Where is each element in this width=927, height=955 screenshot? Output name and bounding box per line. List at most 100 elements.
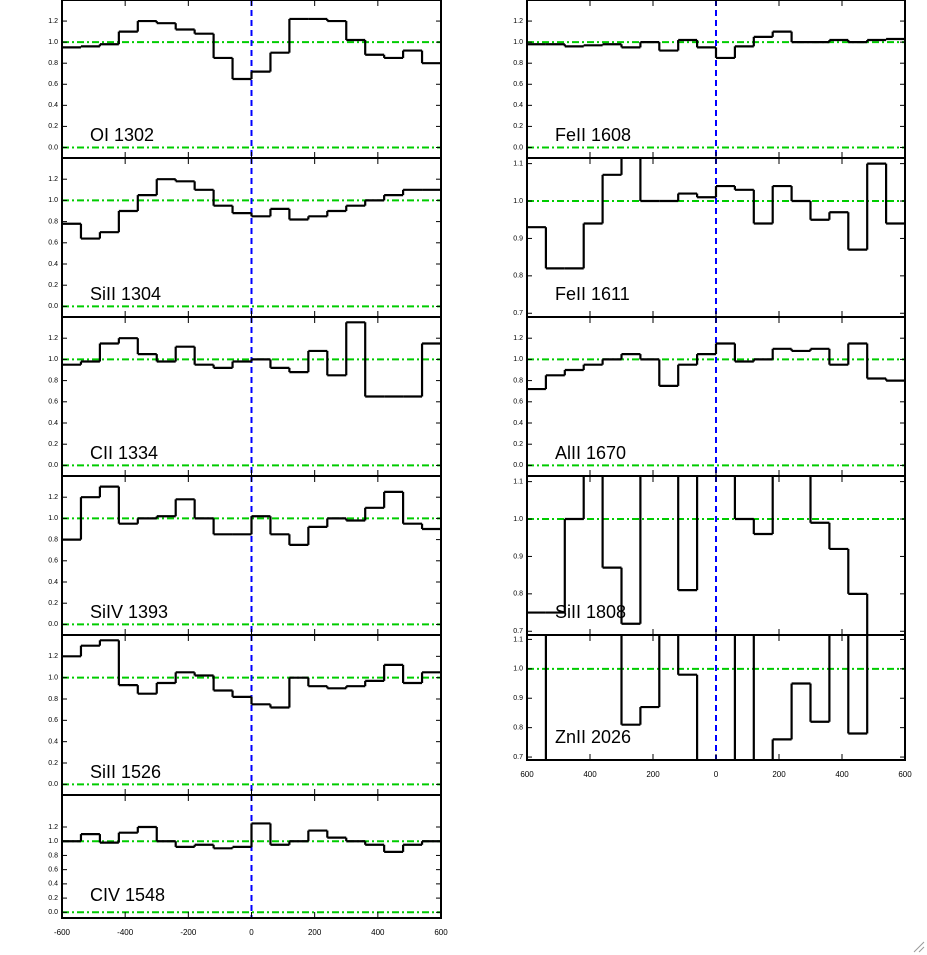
y-tick-label: 0.8	[513, 60, 523, 67]
panel: 0.0 0.2 0.4 0.6 0.8 1.0 1.2 OI 1302	[48, 0, 442, 159]
panel-label: SiIV 1393	[90, 602, 168, 622]
y-tick-label: 0.0	[48, 144, 58, 151]
panel-label: OI 1302	[90, 125, 154, 145]
y-tick-label: 0.6	[48, 81, 58, 88]
y-tick-label: 1.0	[48, 356, 58, 363]
panel-label: CIV 1548	[90, 885, 165, 905]
y-tick-label: 0.8	[48, 536, 58, 543]
y-tick-label: 0.8	[48, 377, 58, 384]
y-tick-label: 0.4	[48, 420, 58, 427]
y-tick-label: 0.6	[513, 399, 523, 406]
x-tick-label: 600	[520, 770, 534, 779]
y-tick-label: 1.0	[513, 356, 523, 363]
x-tick-label: 200	[308, 928, 322, 937]
x-tick-label: 400	[371, 928, 385, 937]
y-tick-label: 1.0	[48, 515, 58, 522]
resize-grip	[913, 941, 925, 953]
y-tick-label: 0.8	[48, 852, 58, 859]
y-tick-label: 1.0	[48, 197, 58, 204]
y-tick-label: 1.2	[48, 494, 58, 501]
y-tick-label: 0.6	[48, 399, 58, 406]
y-tick-label: 1.0	[513, 198, 523, 205]
plot-area	[62, 476, 441, 635]
y-tick-label: 0.4	[48, 739, 58, 746]
plot-area	[527, 0, 905, 158]
y-tick-label: 0.6	[48, 240, 58, 247]
panel-label: SiII 1808	[555, 602, 626, 622]
y-tick-label: 1.2	[513, 18, 523, 25]
y-tick-label: 0.9	[513, 695, 523, 702]
y-tick-label: 0.4	[513, 420, 523, 427]
panel-label: SiII 1526	[90, 762, 161, 782]
y-tick-label: 0.9	[513, 235, 523, 242]
x-tick-label: 0	[714, 770, 719, 779]
y-tick-label: 0.2	[48, 123, 58, 130]
y-tick-label: 1.0	[513, 39, 523, 46]
x-tick-label: 200	[646, 770, 660, 779]
y-tick-label: 0.0	[48, 909, 58, 916]
y-tick-label: 1.1	[513, 478, 523, 485]
y-tick-label: 0.7	[513, 310, 523, 317]
y-tick-label: 0.2	[513, 123, 523, 130]
x-tick-label: 600	[898, 770, 912, 779]
plot-area	[62, 0, 441, 158]
y-tick-label: 0.4	[48, 102, 58, 109]
y-tick-label: 0.7	[513, 754, 523, 761]
y-tick-label: 1.2	[48, 653, 58, 660]
panel: 0.0 0.2 0.4 0.6 0.8 1.0 1.2 SiII 1526	[48, 634, 442, 796]
y-tick-label: 1.2	[48, 335, 58, 342]
x-tick-label: 0	[249, 928, 254, 937]
panel: 0.7 0.8 0.9 1.0 1.1 FeII 1611	[513, 157, 906, 318]
y-tick-label: 0.0	[48, 303, 58, 310]
y-tick-label: 1.2	[513, 335, 523, 342]
plot-area	[527, 158, 905, 317]
panel: 0.0 0.2 0.4 0.6 0.8 1.0 1.2 FeII 1608	[513, 0, 906, 159]
y-tick-label: 0.2	[48, 441, 58, 448]
panel-label: SiII 1304	[90, 284, 161, 304]
panel-label: ZnII 2026	[555, 727, 631, 747]
x-tick-label: 400	[583, 770, 597, 779]
y-tick-label: 0.6	[48, 558, 58, 565]
y-tick-label: 0.4	[513, 102, 523, 109]
y-tick-label: 1.2	[48, 824, 58, 831]
y-tick-label: 0.2	[48, 282, 58, 289]
y-tick-label: 1.0	[513, 516, 523, 523]
y-tick-label: 0.8	[513, 724, 523, 731]
x-tick-label: -200	[180, 928, 197, 937]
y-tick-label: 0.8	[513, 273, 523, 280]
y-tick-label: 0.0	[513, 462, 523, 469]
y-tick-label: 0.8	[48, 60, 58, 67]
y-tick-label: 0.2	[48, 600, 58, 607]
y-tick-label: 0.6	[48, 717, 58, 724]
y-tick-label: 0.6	[48, 866, 58, 873]
y-tick-label: 0.8	[513, 377, 523, 384]
y-tick-label: 0.4	[48, 881, 58, 888]
panel: 0.7 0.8 0.9 1.0 1.1 600 400 200 0 200 400 600 ZnII 2…	[513, 634, 912, 779]
y-tick-label: 0.4	[48, 579, 58, 586]
x-tick-label: -400	[117, 928, 134, 937]
y-tick-label: 0.0	[48, 781, 58, 788]
y-tick-label: 1.0	[48, 838, 58, 845]
plot-area	[527, 317, 905, 476]
y-tick-label: 0.8	[48, 218, 58, 225]
y-tick-label: 1.1	[513, 160, 523, 167]
y-tick-label: 0.0	[513, 144, 523, 151]
y-tick-label: 1.0	[48, 39, 58, 46]
x-tick-label: 600	[434, 928, 448, 937]
plot-area	[62, 635, 441, 795]
panel-label: CII 1334	[90, 443, 158, 463]
y-tick-label: 0.2	[48, 760, 58, 767]
y-tick-label: 0.6	[513, 81, 523, 88]
y-tick-label: 1.1	[513, 636, 523, 643]
x-tick-label: 400	[835, 770, 849, 779]
y-tick-label: 0.2	[513, 441, 523, 448]
panel: 0.0 0.2 0.4 0.6 0.8 1.0 1.2 SiIV 1393	[48, 475, 442, 636]
y-tick-label: 0.8	[48, 696, 58, 703]
x-tick-label: 200	[772, 770, 786, 779]
panel-label: FeII 1611	[555, 284, 630, 304]
y-tick-label: 0.9	[513, 553, 523, 560]
panel-label: AlII 1670	[555, 443, 626, 463]
plot-area	[527, 476, 905, 635]
panel: 0.0 0.2 0.4 0.6 0.8 1.0 1.2 AlII 1670	[513, 316, 906, 477]
